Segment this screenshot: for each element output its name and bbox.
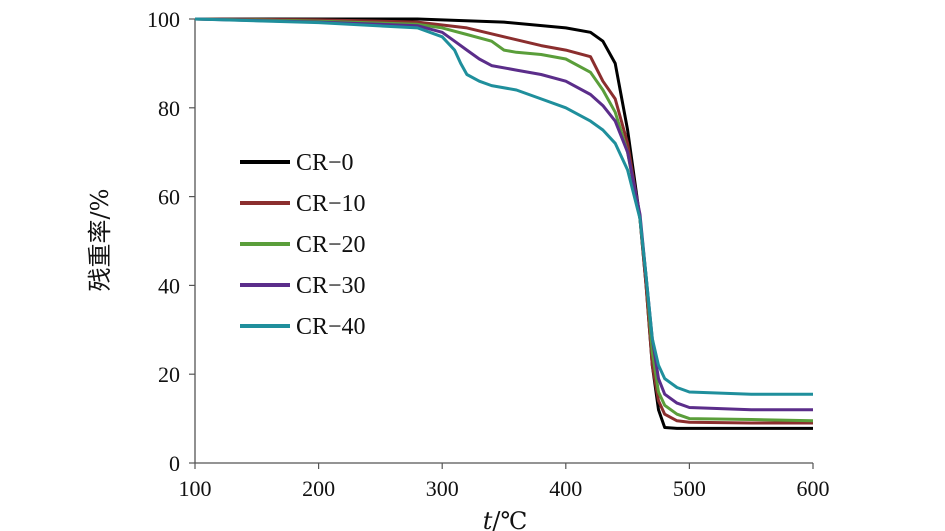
series-lines: [194, 17, 814, 430]
x-tick-label: 200: [302, 476, 335, 501]
x-tick-label: 100: [179, 476, 212, 501]
x-tick-label: 400: [549, 476, 582, 501]
legend-label-0: CR−0: [296, 150, 354, 176]
y-tick-label: 0: [169, 451, 180, 476]
y-tick-label: 40: [158, 273, 180, 298]
y-axis-label: 残重率/%: [86, 189, 114, 292]
y-tick-label: 20: [158, 362, 180, 387]
series-line-2: [194, 17, 814, 423]
x-axis-ticks: 100 200 300 400 500 600: [179, 463, 830, 501]
legend-label-1: CR−10: [296, 191, 366, 217]
legend-label-4: CR−40: [296, 314, 366, 340]
series-line-1: [194, 17, 813, 425]
x-axis-label-var: t: [483, 507, 493, 531]
x-tick-label: 600: [797, 476, 830, 501]
legend-label-3: CR−30: [296, 273, 366, 299]
series-line-0: [195, 17, 813, 430]
x-tick-label: 500: [673, 476, 706, 501]
series-line-3: [194, 17, 813, 412]
y-axis-ticks: 0 20 40 60 80 100: [147, 7, 195, 476]
y-tick-label: 100: [147, 7, 180, 32]
x-tick-label: 300: [426, 476, 459, 501]
x-axis-label: t/℃: [483, 507, 528, 531]
x-axis-label-unit: /℃: [492, 507, 527, 531]
y-tick-label: 60: [158, 185, 180, 210]
legend-label-2: CR−20: [296, 232, 366, 258]
series-line-4: [194, 17, 813, 396]
plot-frame: [194, 19, 813, 464]
legend: CR−0 CR−10 CR−20 CR−30 CR−40: [240, 150, 366, 340]
y-tick-label: 80: [158, 96, 180, 121]
